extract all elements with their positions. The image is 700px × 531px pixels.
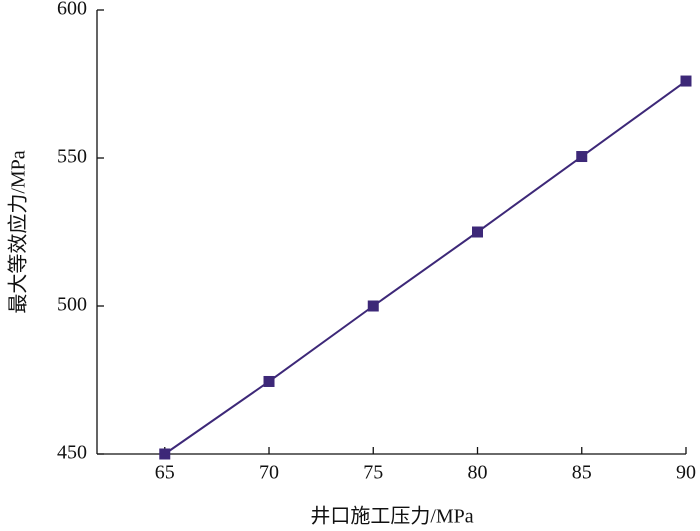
x-tick-label: 80 — [468, 462, 488, 484]
data-point — [576, 151, 588, 163]
series-line — [164, 80, 687, 455]
y-axis-label: 最大等效应力/MPa — [7, 150, 30, 313]
data-point — [159, 448, 171, 460]
y-tick-label: 500 — [57, 294, 87, 316]
x-tick-label: 70 — [259, 462, 279, 484]
x-tick-label: 65 — [155, 462, 175, 484]
data-point — [680, 75, 692, 87]
x-axis-label: 井口施工压力/MPa — [310, 505, 473, 528]
x-tick-label: 75 — [363, 462, 383, 484]
y-tick-label: 450 — [57, 442, 87, 464]
x-tick-label: 90 — [676, 462, 696, 484]
data-point — [367, 300, 379, 312]
data-point — [263, 375, 275, 387]
y-tick-label: 600 — [57, 0, 87, 20]
x-tick-label: 85 — [572, 462, 592, 484]
data-point — [472, 226, 484, 238]
y-tick-label: 550 — [57, 146, 87, 168]
